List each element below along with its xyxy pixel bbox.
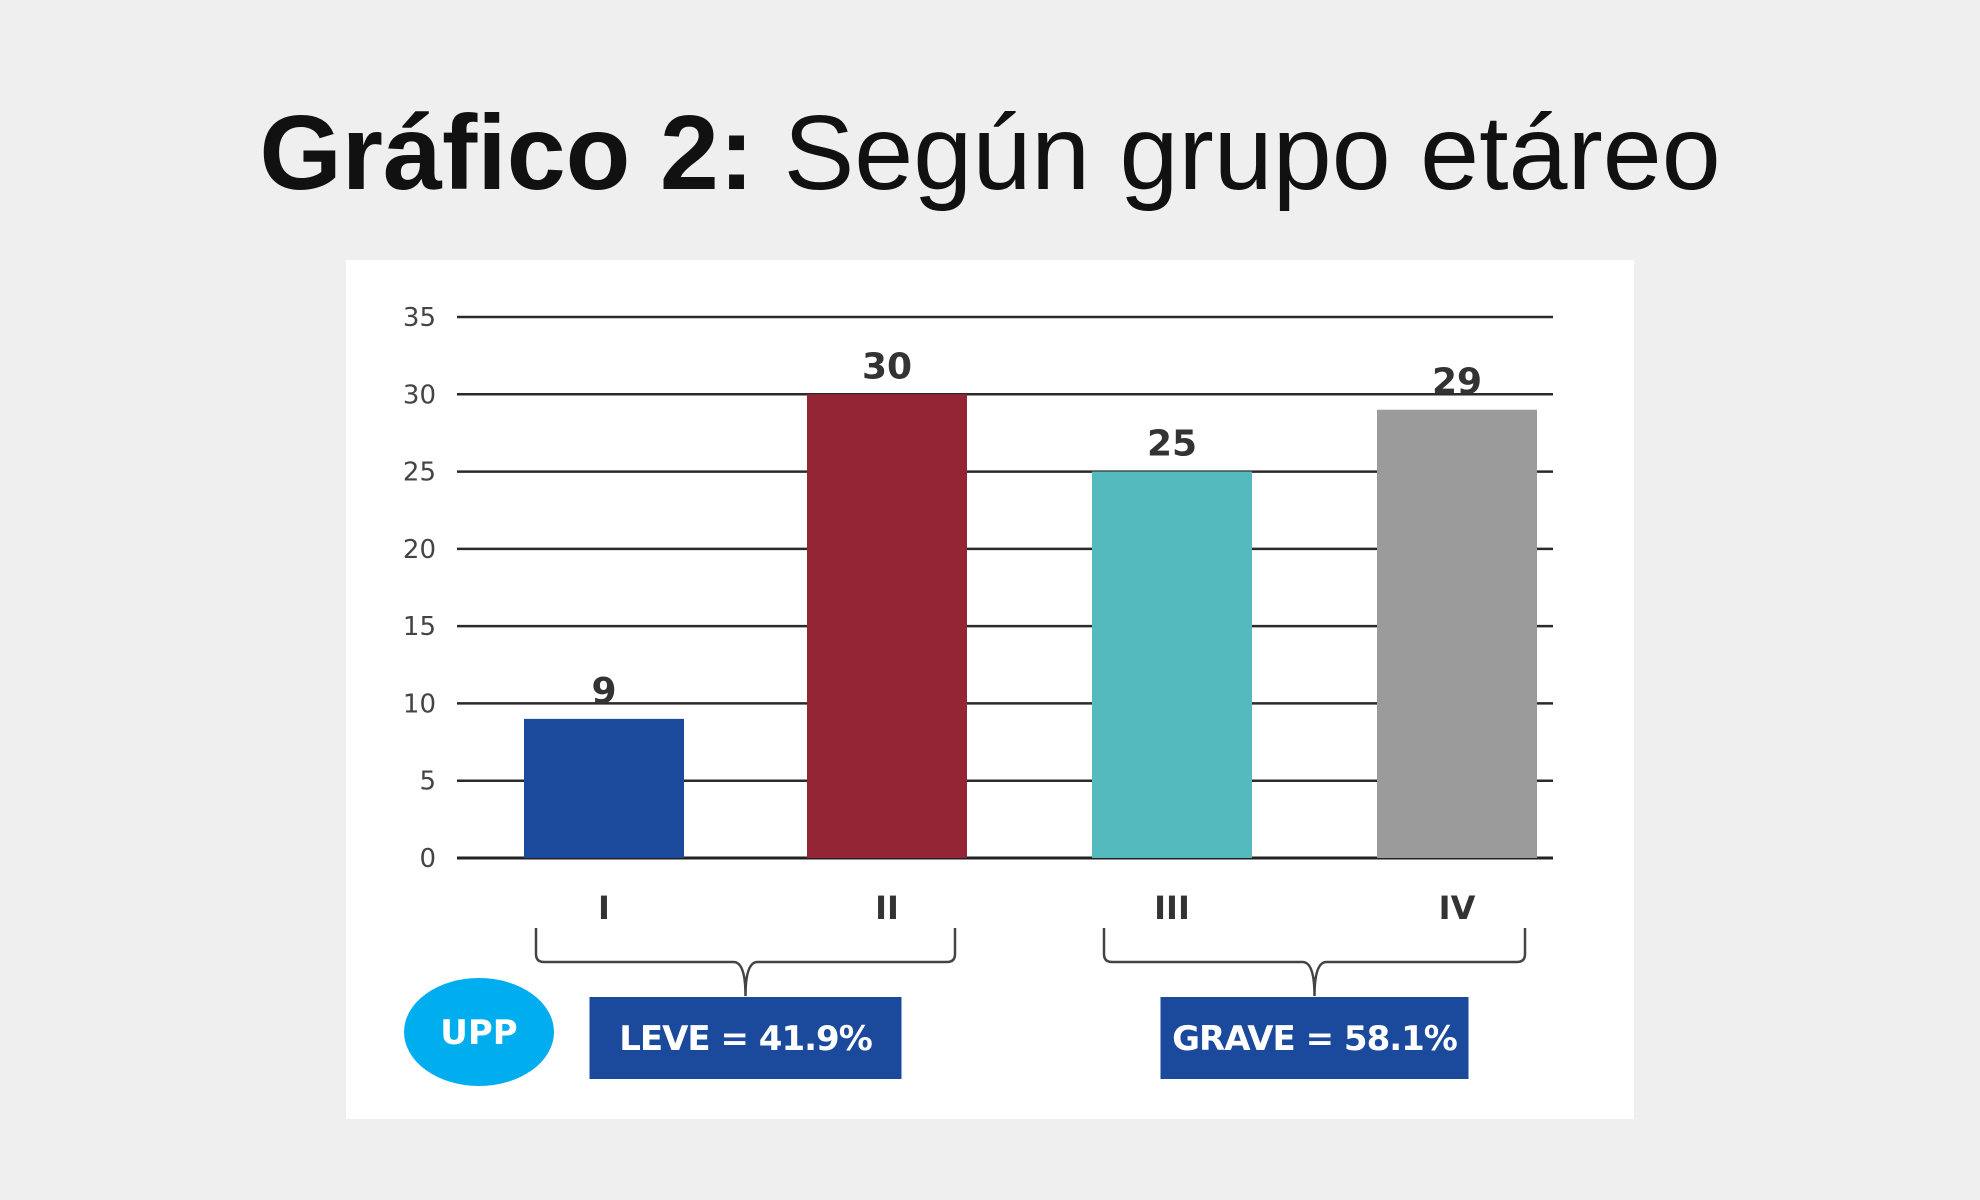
bar-II: [807, 394, 967, 858]
group-box: [589, 997, 902, 1079]
data-label: 30: [862, 346, 912, 387]
y-tick-label: 5: [419, 767, 436, 797]
group-brace: [1102, 928, 1527, 997]
data-label: 25: [1147, 424, 1197, 465]
y-tick-label: 0: [419, 844, 436, 874]
group-label: LEVE = 41.9%: [619, 1019, 872, 1059]
group-label: GRAVE = 58.1%: [1172, 1019, 1457, 1059]
y-tick-label: 15: [403, 612, 436, 642]
y-tick-label: 10: [403, 689, 436, 719]
x-tick-label: III: [1154, 889, 1190, 927]
y-tick-label: 35: [403, 303, 436, 333]
bar-I: [524, 718, 684, 858]
group-box: [1160, 997, 1469, 1079]
y-tick-label: 25: [403, 458, 436, 488]
data-label: 9: [591, 671, 616, 712]
x-tick-label: IV: [1439, 889, 1476, 927]
x-tick-label: I: [598, 889, 610, 927]
bar-IV: [1377, 409, 1537, 858]
x-tick-label: II: [875, 889, 899, 927]
title-rest: Según grupo etáreo: [783, 94, 1721, 212]
group-brace: [534, 928, 957, 997]
bar-chart: 0 5 10 15 20 25 30 35 9 I 30 II 25 III 29 IV LEVE = 41.9…: [403, 303, 1553, 1086]
chart-panel: 0 5 10 15 20 25 30 35 9 I 30 II 25 III 29 IV LEVE = 41.9…: [346, 260, 1634, 1119]
slide-title: Gráfico 2: Según grupo etáreo: [0, 88, 1980, 218]
upp-badge-label: UPP: [440, 1013, 517, 1053]
y-tick-label: 20: [403, 535, 436, 565]
upp-badge: [404, 978, 554, 1086]
y-tick-label: 30: [403, 380, 436, 410]
data-label: 29: [1432, 362, 1482, 403]
bar-III: [1092, 471, 1252, 858]
title-lead: Gráfico 2:: [259, 94, 755, 212]
